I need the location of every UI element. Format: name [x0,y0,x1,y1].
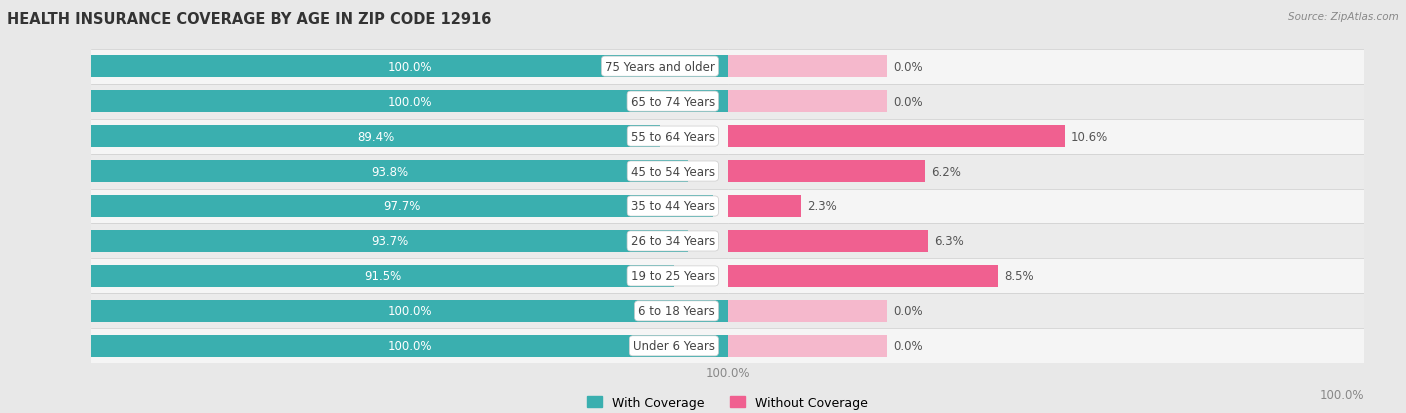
Text: 35 to 44 Years: 35 to 44 Years [631,200,714,213]
Bar [728,91,887,113]
Bar [728,230,928,252]
Text: 93.7%: 93.7% [371,235,408,248]
Text: 100.0%: 100.0% [387,339,432,352]
Text: 0.0%: 0.0% [893,339,922,352]
Bar [91,329,728,363]
Bar [91,230,688,252]
Text: 10.6%: 10.6% [1071,130,1108,143]
Bar [91,84,728,119]
Bar [728,119,1364,154]
Text: 26 to 34 Years: 26 to 34 Years [631,235,714,248]
Bar [91,50,728,84]
Text: HEALTH INSURANCE COVERAGE BY AGE IN ZIP CODE 12916: HEALTH INSURANCE COVERAGE BY AGE IN ZIP … [7,12,492,27]
Text: 8.5%: 8.5% [1004,270,1033,283]
Text: 2.3%: 2.3% [807,200,837,213]
Text: 6 to 18 Years: 6 to 18 Years [638,305,714,318]
Bar [91,161,688,183]
Text: 65 to 74 Years: 65 to 74 Years [631,95,714,108]
Text: 93.8%: 93.8% [371,165,408,178]
Text: 100.0%: 100.0% [387,61,432,74]
Bar [728,126,1064,147]
Bar [91,126,661,147]
Bar [728,161,925,183]
Bar [91,259,728,294]
Bar [728,259,1364,294]
Bar [91,335,728,357]
Text: 55 to 64 Years: 55 to 64 Years [631,130,714,143]
Text: 0.0%: 0.0% [893,305,922,318]
Bar [91,300,728,322]
Text: 19 to 25 Years: 19 to 25 Years [631,270,714,283]
Bar [91,189,728,224]
Bar [728,196,801,217]
Bar [728,224,1364,259]
Bar [91,294,728,329]
Text: 100.0%: 100.0% [387,95,432,108]
Bar [91,119,728,154]
Bar [728,294,1364,329]
Bar [728,300,887,322]
Bar [728,266,998,287]
Text: 0.0%: 0.0% [893,95,922,108]
Bar [728,329,1364,363]
Text: 91.5%: 91.5% [364,270,401,283]
Bar [91,224,728,259]
Bar [91,266,673,287]
Text: 89.4%: 89.4% [357,130,395,143]
Text: 6.2%: 6.2% [931,165,962,178]
Text: 0.0%: 0.0% [893,61,922,74]
Text: 75 Years and older: 75 Years and older [605,61,714,74]
Bar [728,50,1364,84]
Bar [91,154,728,189]
Bar [91,196,713,217]
Text: 45 to 54 Years: 45 to 54 Years [631,165,714,178]
Text: 100.0%: 100.0% [387,305,432,318]
Bar [728,154,1364,189]
Bar [91,91,728,113]
Bar [728,335,887,357]
Text: 100.0%: 100.0% [1319,388,1364,401]
Text: Under 6 Years: Under 6 Years [633,339,714,352]
Text: 97.7%: 97.7% [384,200,420,213]
Text: Source: ZipAtlas.com: Source: ZipAtlas.com [1288,12,1399,22]
Bar [728,189,1364,224]
Bar [728,84,1364,119]
Bar [91,56,728,78]
Text: 6.3%: 6.3% [935,235,965,248]
Bar [728,56,887,78]
Legend: With Coverage, Without Coverage: With Coverage, Without Coverage [582,391,873,413]
